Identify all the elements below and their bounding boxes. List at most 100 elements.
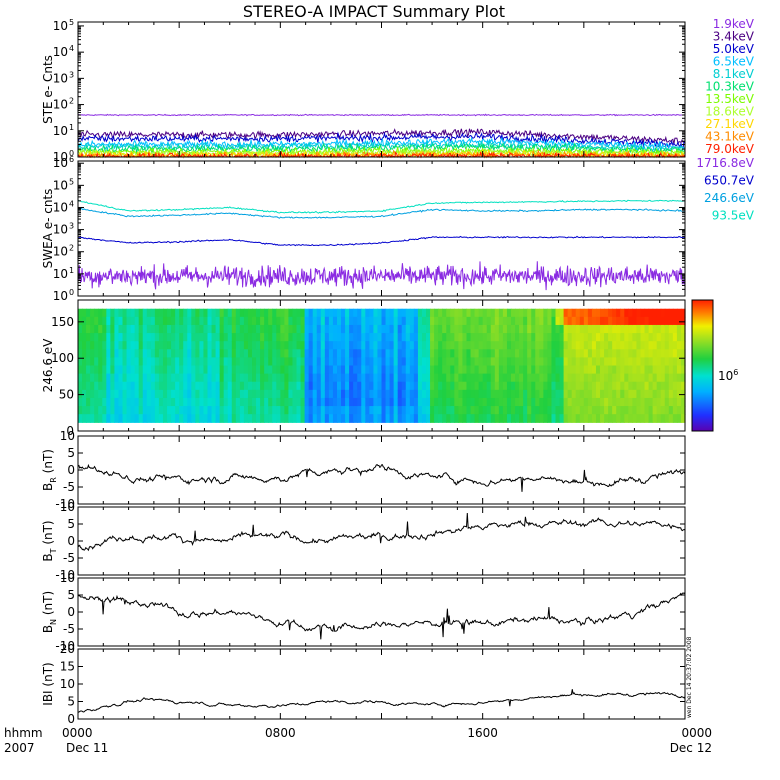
heatmap-cell — [292, 357, 298, 367]
heatmap-cell — [547, 397, 553, 407]
heatmap-cell — [377, 373, 383, 383]
heatmap-cell — [608, 357, 613, 367]
heatmap-cell — [442, 324, 447, 334]
heatmap-cell — [369, 333, 375, 342]
heatmap-cell — [90, 341, 95, 350]
heatmap-cell — [158, 316, 164, 326]
heatmap-cell — [672, 333, 678, 342]
heatmap-cell — [462, 373, 468, 383]
heatmap-cell — [280, 397, 285, 407]
heatmap-cell — [320, 316, 326, 326]
heatmap-cell — [547, 373, 553, 383]
heatmap-cell — [567, 406, 573, 415]
heatmap-cell — [591, 406, 597, 415]
heatmap-cell — [676, 373, 682, 383]
heatmap-cell — [405, 397, 411, 407]
heatmap-cell — [527, 414, 532, 423]
heatmap-cell — [98, 381, 103, 391]
heatmap-cell — [324, 308, 330, 318]
heatmap-cell — [146, 365, 152, 375]
ste-legend-item: 6.5keV — [713, 55, 755, 69]
heatmap-cell — [94, 341, 99, 350]
mag-ylabel-Btot: IBI (nT) — [41, 662, 55, 705]
heatmap-cell — [260, 341, 265, 350]
heatmap-cell — [523, 316, 528, 326]
heatmap-cell — [284, 349, 290, 358]
heatmap-cell — [175, 341, 180, 350]
heatmap-cell — [454, 333, 459, 342]
heatmap-cell — [644, 365, 650, 375]
heatmap-cell — [648, 389, 654, 399]
heatmap-cell — [543, 316, 549, 326]
heatmap-cell — [223, 316, 229, 326]
heatmap-cell — [600, 381, 605, 391]
heatmap-cell — [320, 357, 326, 367]
heatmap-cell — [430, 349, 435, 358]
heatmap-cell — [114, 406, 120, 415]
heatmap-cell — [543, 381, 549, 391]
heatmap-cell — [219, 389, 225, 399]
heatmap-cell — [494, 333, 500, 342]
heatmap-cell — [494, 316, 500, 326]
heatmap-cell — [515, 381, 520, 391]
heatmap-cell — [490, 324, 496, 334]
heatmap-cell — [320, 341, 326, 350]
heatmap-cell — [183, 365, 188, 375]
heatmap-cell — [223, 373, 229, 383]
heatmap-cell — [551, 389, 557, 399]
heatmap-cell — [636, 308, 642, 318]
heatmap-cell — [680, 406, 686, 415]
heatmap-cell — [138, 406, 144, 415]
heatmap-cell — [571, 389, 577, 399]
heatmap-cell — [219, 381, 225, 391]
heatmap-cell — [474, 357, 480, 367]
heatmap-cell — [183, 389, 188, 399]
y-tick-exponent: 2 — [69, 244, 74, 253]
heatmap-cell — [600, 373, 605, 383]
heatmap-cell — [494, 373, 500, 383]
heatmap-cell — [409, 308, 415, 318]
heatmap-cell — [405, 349, 411, 358]
heatmap-cell — [219, 333, 225, 342]
heatmap-cell — [519, 381, 524, 391]
heatmap-cell — [223, 333, 229, 342]
heatmap-cell — [434, 381, 439, 391]
heatmap-cell — [426, 341, 431, 350]
heatmap-cell — [430, 341, 435, 350]
heatmap-cell — [357, 357, 362, 367]
heatmap-cell — [90, 316, 95, 326]
heatmap-cell — [377, 397, 383, 407]
heatmap-cell — [559, 316, 565, 326]
heatmap-cell — [401, 389, 407, 399]
heatmap-cell — [94, 357, 99, 367]
heatmap-cell — [454, 324, 459, 334]
heatmap-cell — [474, 316, 480, 326]
heatmap-cell — [591, 341, 597, 350]
heatmap-cell — [397, 373, 403, 383]
heatmap-cell — [672, 324, 678, 334]
heatmap-cell — [191, 349, 196, 358]
heatmap-cell — [345, 389, 350, 399]
heatmap-cell — [373, 349, 379, 358]
heatmap-cell — [126, 414, 132, 423]
heatmap-cell — [660, 324, 666, 334]
heatmap-cell — [187, 365, 192, 375]
heatmap-cell — [579, 406, 585, 415]
heatmap-cell — [389, 333, 395, 342]
heatmap-cell — [187, 341, 192, 350]
heatmap-cell — [187, 389, 192, 399]
ylabel-base: B — [41, 553, 55, 561]
heatmap-cell — [652, 316, 658, 326]
heatmap-cell — [543, 341, 549, 350]
heatmap-cell — [389, 349, 395, 358]
heatmap-cell — [644, 373, 650, 383]
heatmap-cell — [304, 406, 310, 415]
heatmap-cell — [86, 414, 91, 423]
heatmap-cell — [353, 373, 358, 383]
heatmap-cell — [470, 341, 476, 350]
heatmap-cell — [260, 333, 265, 342]
heatmap-cell — [332, 333, 338, 342]
heatmap-cell — [620, 406, 625, 415]
heatmap-cell — [146, 308, 152, 318]
